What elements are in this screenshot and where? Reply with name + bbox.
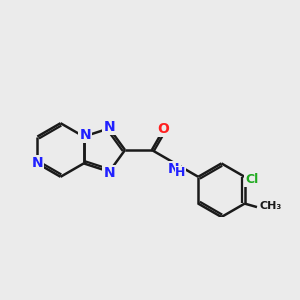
Text: Cl: Cl [245, 173, 258, 186]
Text: N: N [32, 156, 43, 170]
Text: O: O [157, 122, 169, 136]
Text: N: N [79, 128, 91, 142]
Text: CH₃: CH₃ [260, 201, 282, 211]
Text: N: N [168, 162, 179, 176]
Text: N: N [103, 166, 115, 180]
Text: N: N [103, 120, 115, 134]
Text: H: H [175, 166, 186, 179]
